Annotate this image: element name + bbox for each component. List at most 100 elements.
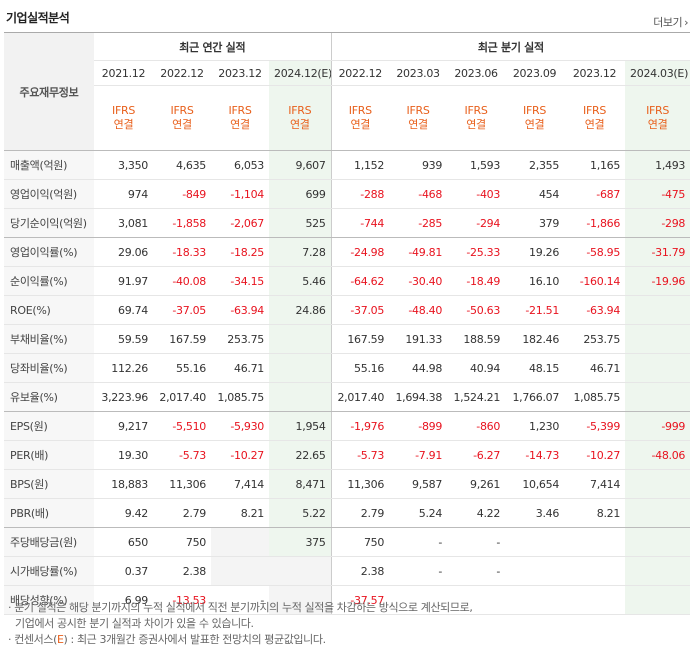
table-cell: 8.21 (211, 498, 269, 528)
table-cell (269, 382, 332, 412)
table-cell: -285 (389, 208, 448, 238)
table-cell: 59.59 (94, 324, 153, 354)
table-cell: 1,493 (625, 150, 691, 180)
table-cell: -19.96 (625, 266, 691, 296)
table-cell: -63.94 (564, 295, 626, 325)
period-header: 2023.03 (389, 60, 448, 86)
more-link[interactable]: 더보기 › (653, 14, 688, 30)
table-row: 유보율(%) 3,223.96 2,017.40 1,085.75 2,017.40 1,… (4, 382, 691, 412)
table-cell: -30.40 (389, 266, 448, 296)
table-row: 배당성향(%) 6.99 -13.53- -37.57 (4, 585, 691, 615)
table-row: 당기순이익(억원) 3,081 -1,858 -2,067 525 -744 -285 -29… (4, 208, 691, 238)
table-cell: -5,930 (211, 411, 269, 441)
table-cell: 9,607 (269, 150, 332, 180)
table-row: EPS(원) 9,217 -5,510 -5,930 1,954 -1,976 -899 -8… (4, 411, 691, 441)
table-cell: -288 (330, 179, 390, 209)
table-cell (564, 556, 626, 586)
table-cell: 191.33 (389, 324, 448, 354)
section-header: 기업실적분석 더보기 › (0, 0, 694, 32)
ifrs-header-row: IFRS 연결 IFRS 연결 IFRS 연결 IFRS 연결 IFRS 연결 IFRS 연결 IFRS… (4, 85, 691, 151)
table-cell: -25.33 (447, 237, 506, 267)
row-label: 유보율(%) (4, 382, 94, 412)
table-cell: -999 (625, 411, 691, 441)
ifrs-top: IFRS (464, 104, 488, 117)
table-cell: 2,017.40 (153, 382, 211, 412)
table-cell: 8,471 (269, 469, 332, 499)
table-cell: 2,355 (505, 150, 565, 180)
table-cell: -40.08 (153, 266, 211, 296)
table-cell: 18,883 (94, 469, 153, 499)
table-cell (269, 556, 332, 586)
table-cell: 19.26 (505, 237, 565, 267)
table-cell: 3.46 (505, 498, 565, 528)
ifrs-label: IFRS 연결 (211, 85, 269, 151)
ifrs-label: IFRS 연결 (564, 85, 626, 151)
table-cell: -899 (389, 411, 448, 441)
table-cell: 5.46 (269, 266, 332, 296)
table-row: ROE(%) 69.74 -37.05 -63.94 24.86 -37.05 -48.40… (4, 295, 691, 325)
footnote-2: · 컨센서스(E) : 최근 3개월간 증권사에서 발표한 전망치의 평균값입니… (8, 633, 326, 646)
table-cell: - (447, 527, 506, 557)
table-cell: 6.99 (94, 585, 153, 615)
ifrs-top: IFRS (228, 104, 252, 117)
table-cell: -10.27 (564, 440, 626, 470)
row-label: 순이익률(%) (4, 266, 94, 296)
table-cell: 55.16 (330, 353, 390, 383)
table-cell: 2.79 (153, 498, 211, 528)
table-cell: -31.79 (625, 237, 691, 267)
footnotes: · 분기 실적은 해당 분기까지의 누적 실적에서 직전 분기까지의 누적 실적… (8, 600, 473, 648)
table-cell: 379 (505, 208, 565, 238)
table-cell (269, 585, 332, 615)
period-header: 2024.12(E) (269, 60, 332, 86)
table-cell: 11,306 (330, 469, 390, 499)
table-cell: 253.75 (211, 324, 269, 354)
group-quarter-header: 최근 분기 실적 (330, 32, 691, 61)
table-cell: -24.98 (330, 237, 390, 267)
ifrs-label: IFRS 연결 (153, 85, 211, 151)
table-cell (505, 527, 565, 557)
period-header: 2023.12 (564, 60, 626, 86)
table-cell: 55.16 (153, 353, 211, 383)
table-cell: 1,165 (564, 150, 626, 180)
ifrs-bottom: 연결 (113, 118, 134, 131)
footnote-1-text: 분기 실적은 해당 분기까지의 누적 실적에서 직전 분기까지의 누적 실적을 … (14, 601, 473, 614)
ifrs-top: IFRS (288, 104, 312, 117)
table-cell (211, 556, 269, 586)
table-cell (211, 527, 269, 557)
table-cell: 7.28 (269, 237, 332, 267)
table-cell: 46.71 (564, 353, 626, 383)
table-cell: 9,587 (389, 469, 448, 499)
table-cell: - (447, 556, 506, 586)
table-cell: -298 (625, 208, 691, 238)
table-cell (625, 498, 691, 528)
table-cell: -160.14 (564, 266, 626, 296)
table-cell (625, 469, 691, 499)
table-cell: 4,635 (153, 150, 211, 180)
ifrs-label: IFRS 연결 (505, 85, 565, 151)
table-cell: -37.57 (330, 585, 390, 615)
table-cell: 974 (94, 179, 153, 209)
table-row: 영업이익(억원) 974 -849 -1,104 699 -288 -468 -403 454-… (4, 179, 691, 209)
period-header: 2024.03(E) (625, 60, 691, 86)
table-row: PER(배) 19.30 -5.73 -10.27 22.65 -5.73 -7.91 -6.… (4, 440, 691, 470)
table-cell: 3,350 (94, 150, 153, 180)
table-cell: -5,510 (153, 411, 211, 441)
table-cell: -849 (153, 179, 211, 209)
table-cell: 11,306 (153, 469, 211, 499)
period-header: 2023.09 (505, 60, 565, 86)
table-cell (625, 295, 691, 325)
period-header: 2021.12 (94, 60, 153, 86)
table-cell (505, 585, 565, 615)
chevron-right-icon: › (684, 16, 688, 29)
table-cell: 29.06 (94, 237, 153, 267)
row-label: 영업이익(억원) (4, 179, 94, 209)
ifrs-bottom: 연결 (584, 118, 605, 131)
table-cell: -50.63 (447, 295, 506, 325)
table-cell: -468 (389, 179, 448, 209)
period-header: 2023.06 (447, 60, 506, 86)
table-cell: -13.53 (153, 585, 211, 615)
table-cell: -10.27 (211, 440, 269, 470)
footnote-2-e: E (56, 633, 64, 646)
ifrs-label: IFRS 연결 (389, 85, 448, 151)
table-cell: 750 (330, 527, 390, 557)
